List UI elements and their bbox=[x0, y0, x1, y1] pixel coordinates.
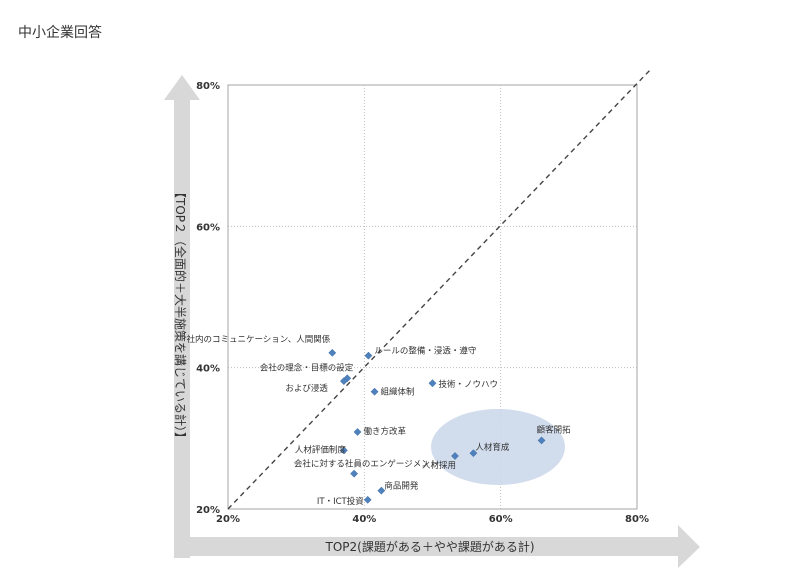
y-tick-label: 80% bbox=[196, 81, 220, 92]
point-label: 顧客開拓 bbox=[537, 424, 572, 435]
point-label: 会社に対する社員のエンゲージメント bbox=[294, 459, 438, 470]
data-point bbox=[469, 449, 478, 458]
diagonal-reference-line bbox=[227, 67, 653, 510]
point-label: 商品開発 bbox=[384, 481, 419, 492]
data-points bbox=[328, 348, 546, 504]
data-point bbox=[537, 436, 546, 445]
point-label: 社内のコミュニケーション、人間関係 bbox=[186, 334, 330, 345]
point-label: 会社の理念・目標の設定 bbox=[260, 362, 354, 373]
plot-area bbox=[227, 84, 638, 510]
data-point bbox=[363, 495, 372, 504]
point-label: 人材採用 bbox=[422, 460, 456, 471]
data-point bbox=[377, 486, 386, 495]
x-axis-arrow bbox=[174, 525, 700, 568]
x-tick-labels: 20% 40% 60% 80% bbox=[216, 514, 649, 525]
point-label: IT・ICT投資 bbox=[317, 496, 364, 507]
y-tick-label: 60% bbox=[196, 222, 220, 233]
data-point bbox=[428, 379, 437, 388]
data-point bbox=[328, 348, 337, 357]
data-point bbox=[370, 387, 379, 396]
point-label: および浸透 bbox=[285, 383, 328, 394]
point-label: 技術・ノウハウ bbox=[439, 379, 499, 390]
point-label: 働き方改革 bbox=[364, 426, 407, 437]
x-tick-label: 80% bbox=[625, 514, 649, 525]
grid bbox=[228, 85, 637, 509]
y-tick-labels: 20% 40% 60% 80% bbox=[196, 81, 220, 516]
data-point bbox=[350, 469, 359, 478]
point-label: 組織体制 bbox=[381, 387, 415, 398]
highlight-ellipse bbox=[431, 409, 565, 485]
data-point bbox=[353, 428, 362, 436]
x-axis-label: TOP2(課題がある＋やや課題がある計) bbox=[324, 539, 534, 554]
highlight-layer bbox=[431, 409, 565, 485]
data-point bbox=[451, 452, 459, 460]
x-tick-label: 60% bbox=[489, 514, 513, 525]
data-point bbox=[339, 377, 348, 386]
y-axis-arrow bbox=[164, 75, 200, 558]
y-axis-label: 【TOP２（全面的＋大半施策を講じている計）】 bbox=[173, 186, 188, 444]
point-labels: 社内のコミュニケーション、人間関係ルールの整備・浸透・遵守会社の理念・目標の設定… bbox=[186, 334, 571, 507]
point-label: ルールの整備・浸透・遵守 bbox=[374, 346, 476, 357]
y-tick-label: 20% bbox=[196, 505, 220, 516]
point-label: 人材育成 bbox=[475, 442, 510, 453]
data-point bbox=[339, 446, 348, 455]
data-point bbox=[364, 351, 373, 360]
x-tick-label: 20% bbox=[216, 514, 240, 525]
point-label: 人材評価制度 bbox=[295, 444, 347, 455]
y-tick-label: 40% bbox=[196, 364, 220, 375]
page-title: 中小企業回答 bbox=[18, 25, 102, 41]
x-tick-label: 40% bbox=[352, 514, 376, 525]
